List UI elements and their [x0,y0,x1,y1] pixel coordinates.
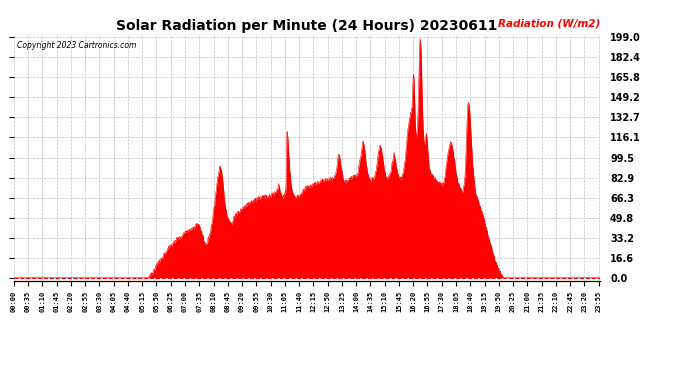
Text: Radiation (W/m2): Radiation (W/m2) [498,19,600,29]
Text: Copyright 2023 Cartronics.com: Copyright 2023 Cartronics.com [17,41,136,50]
Title: Solar Radiation per Minute (24 Hours) 20230611: Solar Radiation per Minute (24 Hours) 20… [117,19,497,33]
